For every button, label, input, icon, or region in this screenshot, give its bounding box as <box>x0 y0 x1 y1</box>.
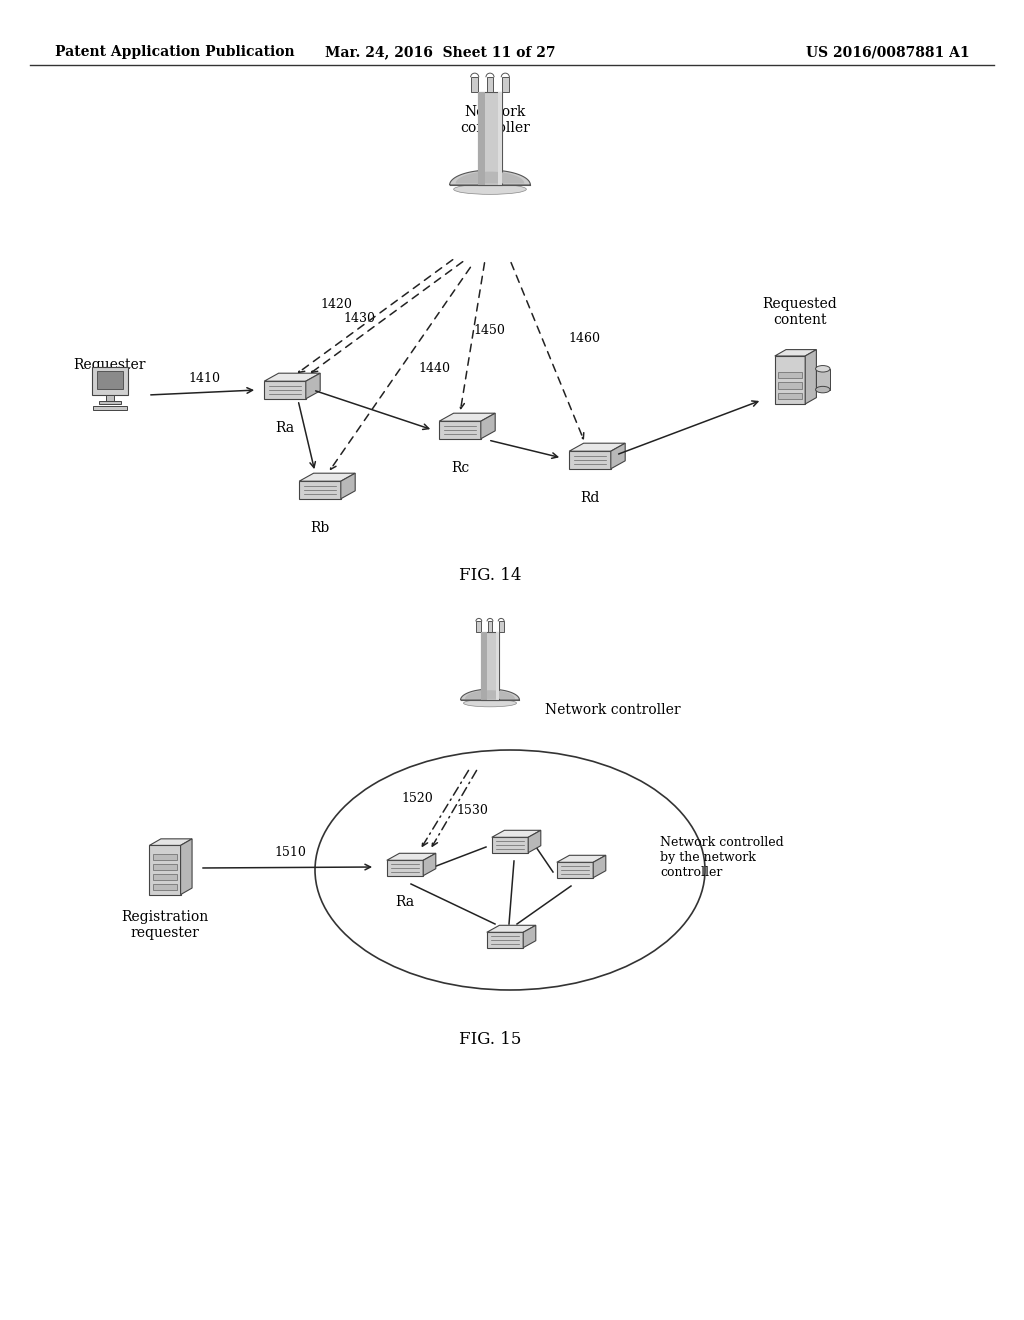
Polygon shape <box>492 830 541 837</box>
Bar <box>778 383 802 388</box>
Bar <box>496 632 499 700</box>
Bar <box>557 862 593 878</box>
Text: 1410: 1410 <box>188 371 220 384</box>
Bar <box>502 77 509 91</box>
Bar <box>93 405 127 411</box>
Polygon shape <box>569 444 626 451</box>
Text: Mar. 24, 2016  Sheet 11 of 27: Mar. 24, 2016 Sheet 11 of 27 <box>325 45 555 59</box>
FancyBboxPatch shape <box>478 91 502 185</box>
Polygon shape <box>299 473 355 482</box>
Text: FIG. 15: FIG. 15 <box>459 1031 521 1048</box>
Polygon shape <box>180 838 193 895</box>
Text: Registration
requester: Registration requester <box>122 909 209 940</box>
Polygon shape <box>461 689 519 700</box>
Polygon shape <box>593 855 606 878</box>
Text: 1420: 1420 <box>321 297 352 310</box>
Polygon shape <box>439 413 496 421</box>
Text: 1450: 1450 <box>473 323 505 337</box>
Bar <box>478 91 485 185</box>
Text: FIG. 14: FIG. 14 <box>459 566 521 583</box>
Polygon shape <box>465 690 515 698</box>
Bar <box>815 368 830 389</box>
Bar <box>264 381 306 399</box>
Text: 1440: 1440 <box>418 362 450 375</box>
Bar <box>492 837 528 853</box>
Bar <box>775 356 805 404</box>
Bar <box>487 622 493 632</box>
Text: Network
controller: Network controller <box>460 104 530 135</box>
Bar <box>153 884 177 890</box>
Bar <box>439 421 481 438</box>
Polygon shape <box>486 925 536 932</box>
Polygon shape <box>481 413 496 438</box>
Bar <box>106 395 114 401</box>
Bar <box>778 393 802 399</box>
Text: US 2016/0087881 A1: US 2016/0087881 A1 <box>806 45 970 59</box>
Bar <box>97 371 123 389</box>
FancyBboxPatch shape <box>481 632 499 700</box>
Bar <box>499 622 504 632</box>
Polygon shape <box>450 170 530 185</box>
Text: Network controlled
by the network
controller: Network controlled by the network contro… <box>660 837 783 879</box>
Polygon shape <box>610 444 626 469</box>
Polygon shape <box>423 853 436 875</box>
Bar <box>481 632 486 700</box>
Text: Requester: Requester <box>74 358 146 372</box>
Bar <box>569 451 610 469</box>
Polygon shape <box>341 473 355 499</box>
Text: Network controller: Network controller <box>545 704 681 717</box>
Ellipse shape <box>464 700 516 706</box>
Bar <box>471 77 478 91</box>
Polygon shape <box>775 350 816 356</box>
Ellipse shape <box>815 387 830 393</box>
Polygon shape <box>150 838 193 845</box>
Bar <box>486 77 494 91</box>
Text: Rc: Rc <box>451 461 469 475</box>
Bar <box>387 861 423 875</box>
Bar <box>153 854 177 861</box>
Text: Requested
content: Requested content <box>763 297 838 327</box>
Text: 1530: 1530 <box>456 804 487 817</box>
Polygon shape <box>557 855 606 862</box>
Ellipse shape <box>815 366 830 372</box>
Bar <box>150 845 180 895</box>
Text: Ra: Ra <box>275 421 295 436</box>
Text: 1460: 1460 <box>568 331 600 345</box>
Polygon shape <box>387 853 436 861</box>
Polygon shape <box>306 374 321 399</box>
Polygon shape <box>805 350 816 404</box>
Bar <box>92 367 128 395</box>
Bar <box>299 482 341 499</box>
Bar <box>153 874 177 880</box>
Text: 1510: 1510 <box>274 846 306 859</box>
Polygon shape <box>523 925 536 948</box>
Bar <box>153 865 177 870</box>
Text: 1430: 1430 <box>343 312 375 325</box>
Bar <box>476 622 481 632</box>
Ellipse shape <box>454 185 526 194</box>
Bar <box>99 401 121 404</box>
Text: Rb: Rb <box>310 521 330 535</box>
Text: 1520: 1520 <box>401 792 433 804</box>
Text: Ra: Ra <box>395 895 415 909</box>
Text: Rd: Rd <box>581 491 600 506</box>
Polygon shape <box>264 374 321 381</box>
Polygon shape <box>456 172 524 183</box>
Bar <box>499 91 502 185</box>
Text: Patent Application Publication: Patent Application Publication <box>55 45 295 59</box>
Bar <box>778 372 802 378</box>
Bar <box>486 932 523 948</box>
Polygon shape <box>528 830 541 853</box>
